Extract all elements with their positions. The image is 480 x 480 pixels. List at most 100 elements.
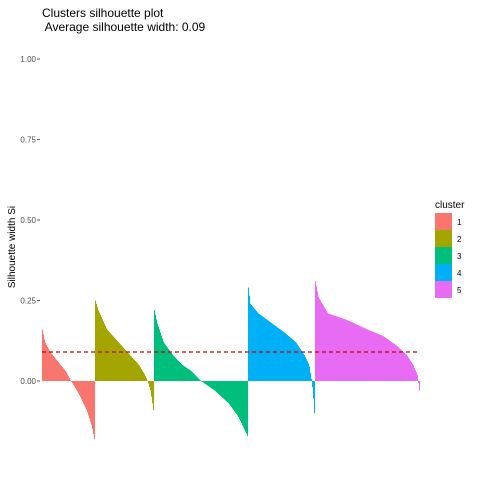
silhouette-bar xyxy=(302,352,303,381)
silhouette-bar xyxy=(182,365,183,381)
silhouette-bar xyxy=(413,365,414,381)
silhouette-bar xyxy=(292,339,293,381)
silhouette-bar xyxy=(48,349,49,381)
silhouette-bar xyxy=(87,381,88,412)
legend-label-3: 3 xyxy=(457,252,462,261)
silhouette-bar xyxy=(144,374,145,381)
silhouette-bar xyxy=(244,381,245,430)
silhouette-bar xyxy=(355,324,356,381)
silhouette-bar xyxy=(193,373,194,381)
silhouette-bar xyxy=(151,381,152,397)
silhouette-bar xyxy=(221,381,222,397)
silhouette-bar xyxy=(169,350,170,381)
silhouette-bar xyxy=(330,314,331,381)
silhouette-bar xyxy=(195,375,196,381)
silhouette-bar xyxy=(271,323,272,381)
silhouette-bar xyxy=(250,304,251,381)
silhouette-bar xyxy=(102,319,103,381)
silhouette-bar xyxy=(348,321,349,381)
silhouette-bar xyxy=(168,349,169,381)
silhouette-bar xyxy=(392,343,393,381)
silhouette-bar xyxy=(119,343,120,381)
silhouette-bar xyxy=(328,314,329,381)
silhouette-bar xyxy=(239,381,240,419)
silhouette-bar xyxy=(260,315,261,381)
silhouette-bar xyxy=(380,335,381,381)
silhouette-bar xyxy=(368,330,369,381)
silhouette-bar xyxy=(99,313,100,381)
silhouette-bar xyxy=(212,381,213,389)
silhouette-bar xyxy=(378,334,379,381)
silhouette-bar xyxy=(343,319,344,381)
silhouette-bar xyxy=(282,331,283,381)
silhouette-bar xyxy=(176,359,177,381)
silhouette-bar xyxy=(268,321,269,381)
silhouette-bar xyxy=(117,341,118,381)
silhouette-bar xyxy=(321,302,322,381)
silhouette-bar xyxy=(255,310,256,381)
silhouette-bar xyxy=(397,346,398,381)
silhouette-bar xyxy=(364,328,365,381)
legend-swatch-5 xyxy=(435,281,452,298)
silhouette-bar xyxy=(86,381,87,410)
silhouette-bar xyxy=(75,381,76,388)
silhouette-bar xyxy=(175,358,176,381)
silhouette-bar xyxy=(410,361,411,381)
silhouette-bar xyxy=(153,381,154,410)
silhouette-bar xyxy=(159,330,160,381)
silhouette-bar xyxy=(135,361,136,381)
silhouette-bar xyxy=(154,310,155,381)
silhouette-bar xyxy=(222,381,223,398)
silhouette-bar xyxy=(338,317,339,381)
silhouette-bar xyxy=(309,367,310,381)
silhouette-bar xyxy=(94,381,95,439)
silhouette-bar xyxy=(81,381,82,399)
silhouette-bar xyxy=(275,326,276,381)
silhouette-bar xyxy=(366,329,367,381)
silhouette-bar xyxy=(305,357,306,381)
silhouette-bar xyxy=(251,305,252,381)
silhouette-bar xyxy=(52,355,53,381)
y-tick-label: 0.75 xyxy=(20,136,36,145)
silhouette-bar xyxy=(245,381,246,432)
silhouette-bar xyxy=(307,361,308,381)
silhouette-bar xyxy=(100,315,101,381)
silhouette-bar xyxy=(247,381,248,436)
silhouette-bar xyxy=(377,334,378,381)
silhouette-bar xyxy=(316,286,317,381)
legend-title: cluster xyxy=(435,200,465,211)
silhouette-bar xyxy=(273,324,274,381)
silhouette-bar xyxy=(259,314,260,381)
silhouette-bar xyxy=(379,334,380,381)
silhouette-bar xyxy=(163,341,164,381)
silhouette-bar xyxy=(314,381,315,413)
silhouette-bar xyxy=(206,381,207,385)
silhouette-bar xyxy=(295,342,296,381)
silhouette-bar xyxy=(242,381,243,425)
silhouette-bar xyxy=(329,314,330,381)
silhouette-bar xyxy=(326,311,327,381)
silhouette-bar xyxy=(46,345,47,381)
silhouette-bar xyxy=(152,381,153,403)
silhouette-bar xyxy=(65,371,66,381)
silhouette-bar xyxy=(51,354,52,381)
silhouette-bar xyxy=(83,381,84,403)
silhouette-bar xyxy=(320,301,321,381)
silhouette-bar xyxy=(262,316,263,381)
silhouette-bar xyxy=(98,310,99,381)
silhouette-bar xyxy=(66,372,67,381)
silhouette-bar xyxy=(170,352,171,381)
silhouette-bar xyxy=(68,376,69,381)
silhouette-bar xyxy=(89,381,90,419)
silhouette-bar xyxy=(112,335,113,381)
silhouette-bar xyxy=(376,333,377,381)
silhouette-bar xyxy=(162,339,163,381)
silhouette-bar xyxy=(346,320,347,381)
silhouette-bar xyxy=(188,369,189,381)
silhouette-bar xyxy=(47,347,48,381)
silhouette-bar xyxy=(231,381,232,407)
silhouette-bar xyxy=(319,299,320,381)
silhouette-bar xyxy=(323,306,324,381)
silhouette-bar xyxy=(257,312,258,381)
silhouette-bar xyxy=(57,361,58,381)
